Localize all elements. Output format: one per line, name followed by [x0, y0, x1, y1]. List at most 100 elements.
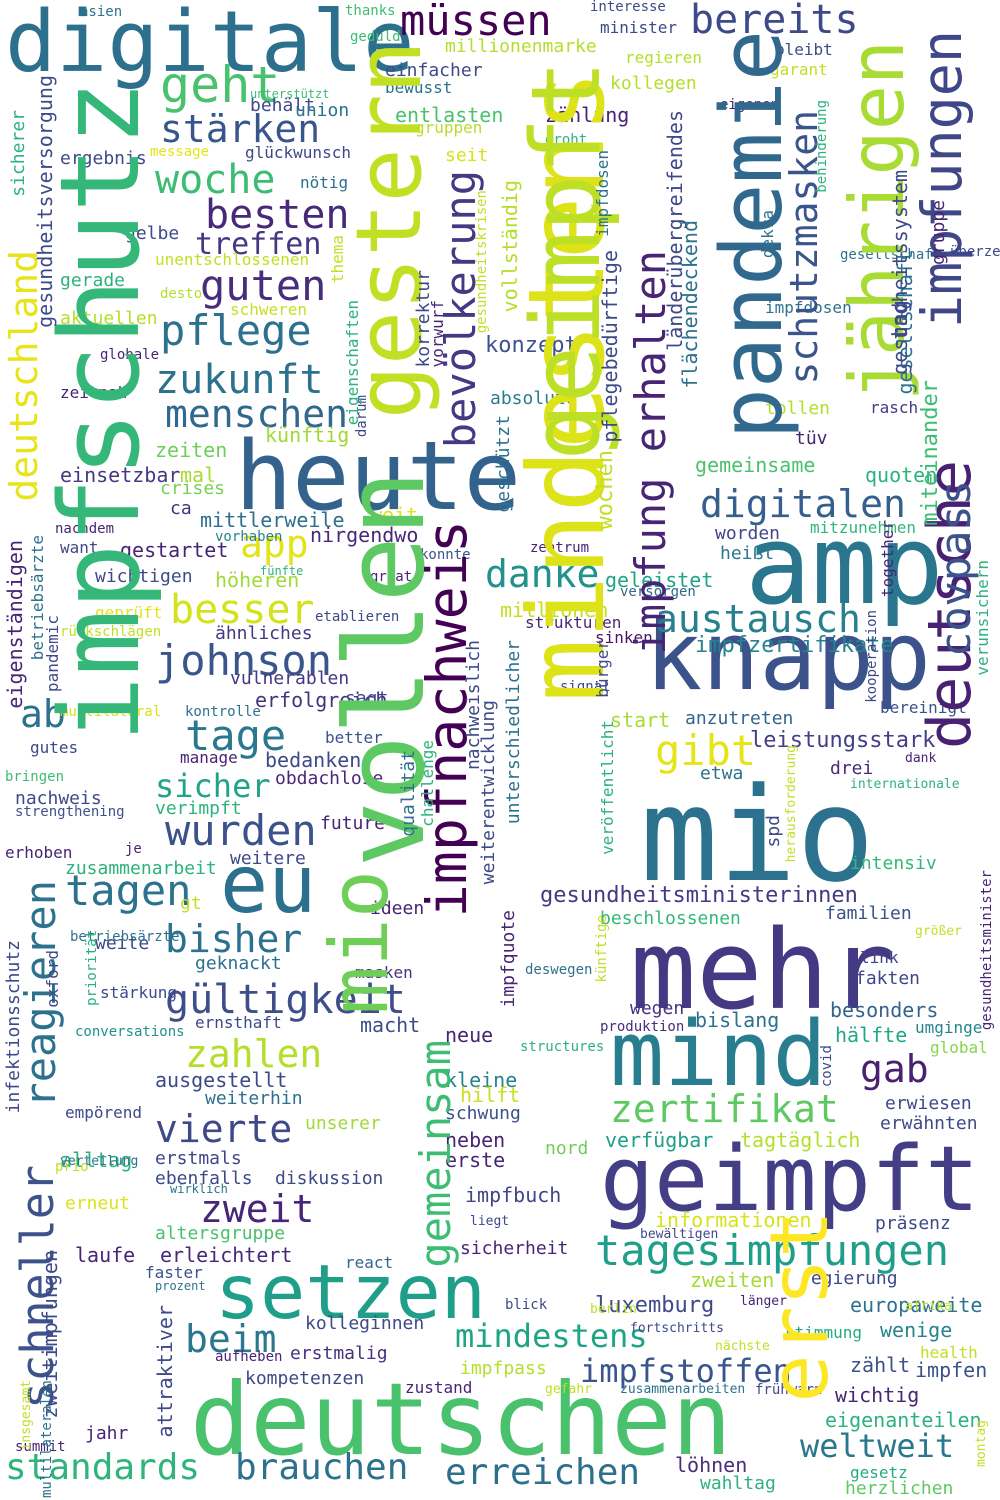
word: impfbuch [465, 1183, 562, 1207]
word: menschen [165, 392, 349, 436]
word: behält [250, 95, 316, 116]
word: produktion [600, 1019, 685, 1035]
word: woche [155, 157, 276, 203]
word: kolleginnen [305, 1313, 425, 1334]
word: brauchen [235, 1447, 409, 1488]
word: impfdosen [593, 150, 612, 237]
word: erst [753, 1210, 846, 1403]
word: beschlossenen [600, 908, 741, 929]
word: impfen [915, 1358, 988, 1382]
word: herausforderung [784, 745, 799, 863]
word: ergebnis [60, 148, 147, 169]
word: nord [545, 1138, 589, 1159]
word: impfdosen [765, 298, 852, 317]
word: schweren [230, 300, 308, 319]
word: verimpft [155, 798, 242, 819]
word: vierte [155, 1107, 293, 1151]
word: impfquote [498, 910, 519, 1008]
word: mittlerweile [200, 508, 345, 532]
word: eigenständigen [3, 540, 27, 709]
word: amp [745, 501, 944, 629]
word: gesundheitsversorgung [33, 75, 57, 328]
word: attraktiver [153, 1305, 177, 1438]
word: knapp [645, 602, 931, 712]
word: veröffentlicht [598, 720, 617, 855]
word: conversations [75, 1024, 185, 1040]
word: etablieren [315, 609, 400, 625]
word: diskussion [275, 1168, 384, 1189]
word: qualität [398, 750, 419, 837]
word: great [370, 569, 413, 585]
word: interesse [590, 0, 666, 15]
word: zusammenarbeit [65, 858, 217, 879]
word: impfpass [460, 1358, 547, 1379]
word: erhoben [5, 843, 73, 862]
word: gefahr [545, 1382, 592, 1397]
word: gesetz [850, 1463, 908, 1482]
word: kompetenzen [245, 1368, 365, 1389]
word: ideen [370, 898, 425, 919]
word: challenge [418, 740, 437, 827]
word: johnson [155, 636, 333, 685]
word: besonders [830, 998, 939, 1022]
word: ebenfalls [155, 1168, 253, 1189]
word: erwähnten [880, 1113, 978, 1134]
word: prozent [155, 1279, 206, 1293]
word: frühwarn [755, 1382, 823, 1398]
word: wenige [880, 1318, 953, 1342]
word: drei [830, 758, 874, 779]
word: rasch [870, 398, 919, 417]
word: versorgen [620, 584, 696, 600]
word: austausch [655, 597, 861, 641]
word: mindestens [455, 1317, 648, 1355]
word: better [325, 728, 383, 747]
word: internationale [850, 777, 960, 792]
word: tage [185, 711, 287, 760]
word: macht [360, 1013, 421, 1037]
word: weltweit [800, 1427, 955, 1465]
word: laufe [75, 1243, 136, 1267]
word: verteilung [60, 1154, 139, 1169]
word: link [860, 948, 899, 967]
word: tagesimpfungen [595, 1226, 950, 1275]
word: fortschritts [630, 1321, 724, 1336]
word: mal [180, 463, 217, 487]
word: millionen [500, 598, 609, 622]
word: guten [200, 261, 327, 310]
word: vorhaben [215, 529, 283, 545]
word: geschützt [493, 415, 514, 513]
word: tagen [65, 866, 192, 915]
word: impfstoffen [580, 1352, 792, 1390]
word: bewältigen [640, 1227, 719, 1242]
word: erreichen [445, 1452, 641, 1493]
word: deswegen [525, 962, 593, 978]
word: oxford [43, 950, 62, 1008]
word: mitzunehmen [810, 518, 916, 537]
word: gibt [655, 726, 757, 775]
word: geduld [350, 29, 401, 45]
word: digitale [5, 0, 415, 92]
word: heißt [720, 543, 775, 564]
word: dekra [758, 210, 777, 259]
word: behinderung [814, 100, 830, 193]
word: unserer [305, 1113, 381, 1134]
word: sinken [595, 628, 653, 647]
word: stärkung [100, 983, 178, 1002]
word: wirklich [170, 1182, 228, 1196]
word: covid [819, 1045, 835, 1088]
word: thanks [345, 3, 396, 19]
word: vollständig [498, 180, 522, 313]
word: bisher [165, 917, 303, 961]
word: masken [355, 963, 413, 982]
word: fünfte [260, 564, 304, 578]
word: multilateral [60, 704, 162, 720]
word: besten [205, 192, 350, 238]
word: priorität [84, 930, 100, 1006]
word: digitalen [700, 482, 906, 526]
word: desto [160, 286, 203, 302]
word: geht [160, 56, 281, 114]
word: zeiten [155, 438, 228, 462]
word: faster [145, 1263, 203, 1282]
word: berlin [590, 1302, 637, 1317]
word: worden [715, 523, 781, 544]
